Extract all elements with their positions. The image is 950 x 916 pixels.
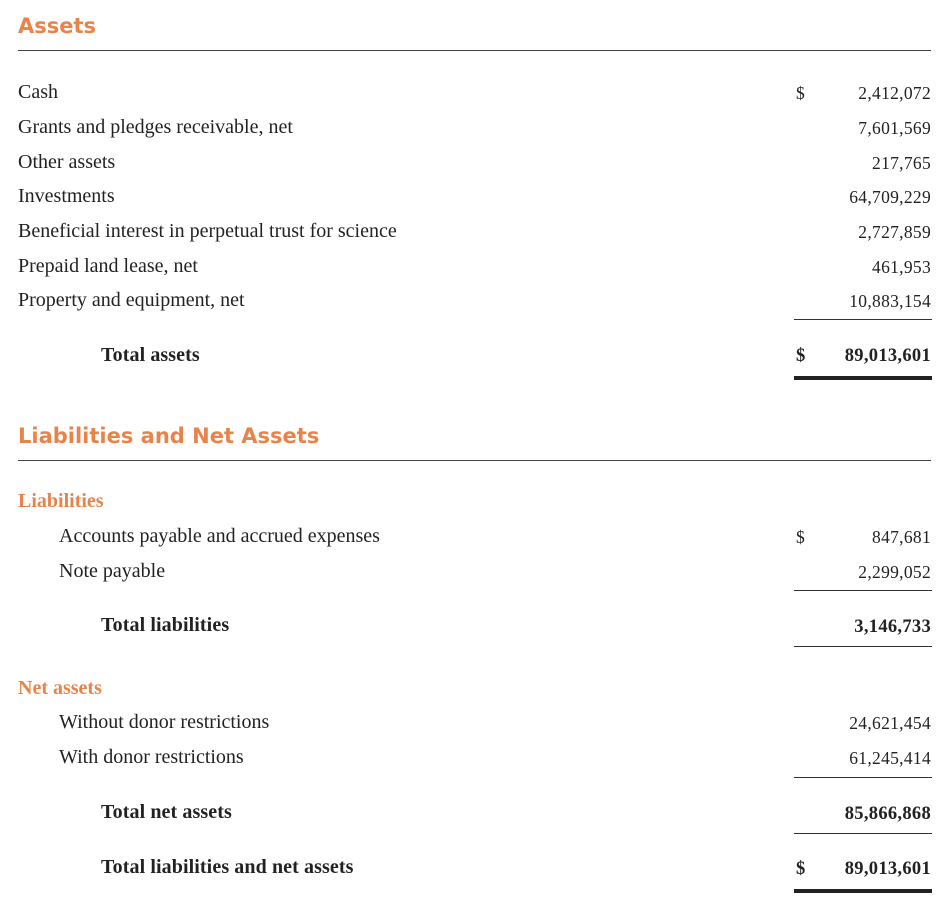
row-value-investments: 64,709,229 bbox=[849, 187, 931, 207]
row-value-other-assets: 217,765 bbox=[872, 153, 931, 173]
total-net-assets-label: Total net assets bbox=[101, 801, 232, 823]
row-label-cash: Cash bbox=[18, 81, 58, 103]
total-double-underline bbox=[794, 376, 932, 380]
row-value-beneficial-interest: 2,727,859 bbox=[858, 222, 931, 242]
currency-symbol: $ bbox=[796, 527, 805, 547]
row-label-property-equipment: Property and equipment, net bbox=[18, 289, 245, 311]
net-assets-subheading: Net assets bbox=[18, 677, 102, 699]
row-label-note-payable: Note payable bbox=[59, 560, 166, 582]
assets-heading-rule bbox=[18, 50, 931, 51]
total-liabilities-label: Total liabilities bbox=[101, 614, 230, 636]
assets-heading: Assets bbox=[18, 14, 97, 38]
subtotal-underline bbox=[794, 319, 932, 320]
row-label-other-assets: Other assets bbox=[18, 151, 116, 173]
total-assets-currency: $ bbox=[796, 346, 806, 366]
subtotal-underline bbox=[794, 590, 932, 591]
grand-total-currency: $ bbox=[796, 859, 806, 879]
row-label-investments: Investments bbox=[18, 185, 115, 207]
row-value-property-equipment: 10,883,154 bbox=[849, 291, 931, 311]
row-value-note-payable: 2,299,052 bbox=[858, 562, 931, 582]
liabilities-heading-rule bbox=[18, 460, 931, 461]
total-liabilities-value: 3,146,733 bbox=[854, 617, 931, 637]
liabilities-net-assets-heading: Liabilities and Net Assets bbox=[18, 424, 320, 448]
row-label-prepaid-land-lease: Prepaid land lease, net bbox=[18, 255, 198, 277]
liabilities-subheading: Liabilities bbox=[18, 490, 104, 512]
grand-total-label: Total liabilities and net assets bbox=[101, 856, 354, 878]
total-underline bbox=[794, 646, 932, 647]
subtotal-underline bbox=[794, 777, 932, 778]
total-net-assets-value: 85,866,868 bbox=[844, 804, 931, 824]
row-value-grants: 7,601,569 bbox=[858, 118, 931, 138]
total-underline bbox=[794, 833, 932, 834]
grand-total-double-underline bbox=[794, 889, 932, 893]
row-value-accounts-payable: 847,681 bbox=[872, 527, 931, 547]
row-label-accounts-payable: Accounts payable and accrued expenses bbox=[59, 525, 380, 547]
row-value-with-donor-restrictions: 61,245,414 bbox=[849, 748, 931, 768]
row-label-with-donor-restrictions: With donor restrictions bbox=[59, 746, 244, 768]
row-value-without-donor-restrictions: 24,621,454 bbox=[849, 713, 931, 733]
row-label-without-donor-restrictions: Without donor restrictions bbox=[59, 711, 270, 733]
row-label-beneficial-interest: Beneficial interest in perpetual trust f… bbox=[18, 220, 397, 242]
total-assets-value: 89,013,601 bbox=[844, 346, 931, 366]
row-value-prepaid-land-lease: 461,953 bbox=[872, 257, 931, 277]
currency-symbol: $ bbox=[796, 83, 805, 103]
row-value-cash: 2,412,072 bbox=[858, 83, 931, 103]
total-assets-label: Total assets bbox=[101, 344, 200, 366]
row-label-grants: Grants and pledges receivable, net bbox=[18, 116, 293, 138]
grand-total-value: 89,013,601 bbox=[844, 859, 931, 879]
